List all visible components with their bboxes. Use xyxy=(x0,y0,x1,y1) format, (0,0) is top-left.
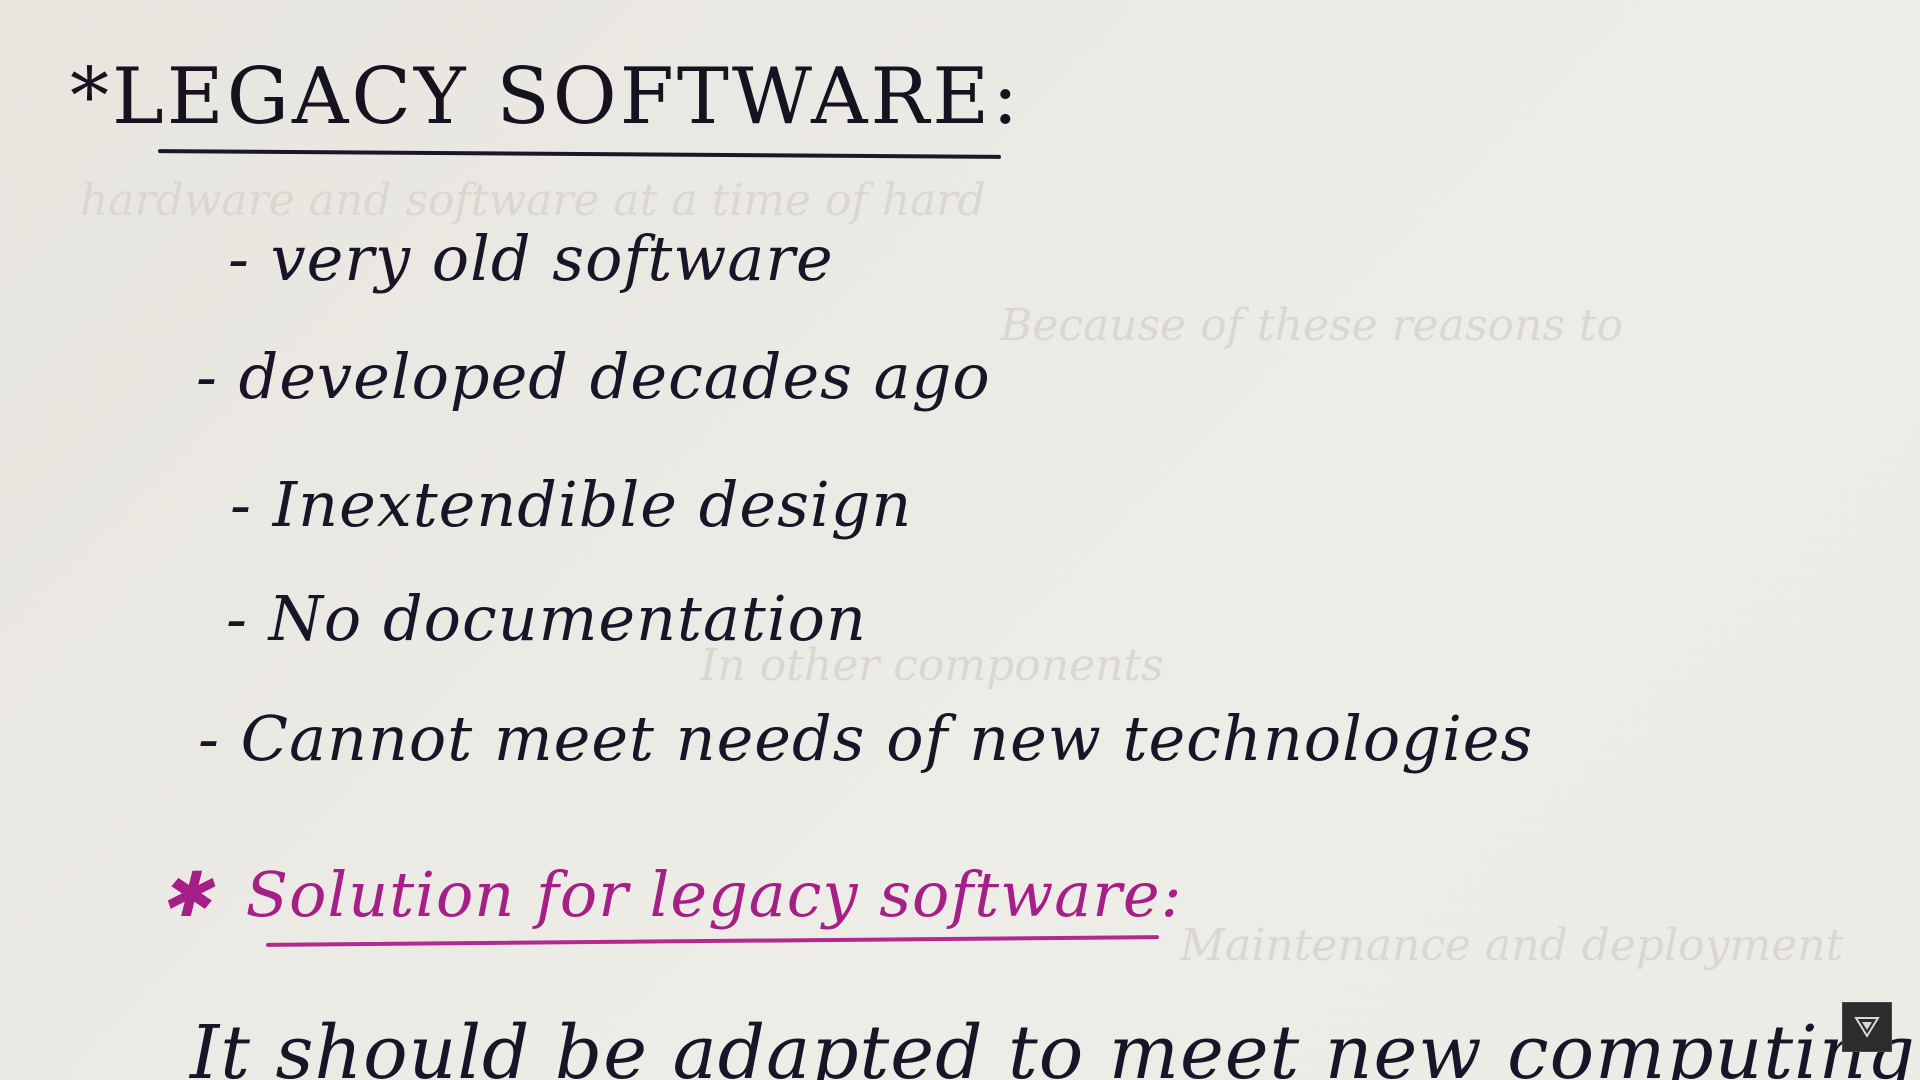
page-heading: *LEGACY SOFTWARE: xyxy=(70,52,1021,142)
bleed-through-text: hardware and software at a time of hard xyxy=(80,175,986,226)
solution-heading-text: Solution for legacy software: xyxy=(245,858,1183,931)
video-overlay-button[interactable] xyxy=(1842,1002,1892,1052)
solution-heading: ✱ Solution for legacy software: xyxy=(160,858,1182,931)
bullet-item: - developed decades ago xyxy=(196,340,991,413)
bullet-item: - Inextendible design xyxy=(230,468,913,541)
star-bullet-icon: ✱ xyxy=(160,858,213,931)
bleed-through-text: Because of these reasons to xyxy=(1000,300,1624,351)
bullet-item: - No documentation xyxy=(226,582,867,655)
bullet-item: - Cannot meet needs of new technologies xyxy=(198,702,1534,775)
bullet-item: - very old software xyxy=(228,222,834,295)
heading-text: *LEGACY SOFTWARE: xyxy=(70,52,1022,142)
triangle-down-icon xyxy=(1854,1017,1880,1038)
bleed-through-text: Maintenance and deployment xyxy=(1180,920,1844,971)
cut-off-line: It should be adapted to meet new computi… xyxy=(190,1010,1916,1080)
